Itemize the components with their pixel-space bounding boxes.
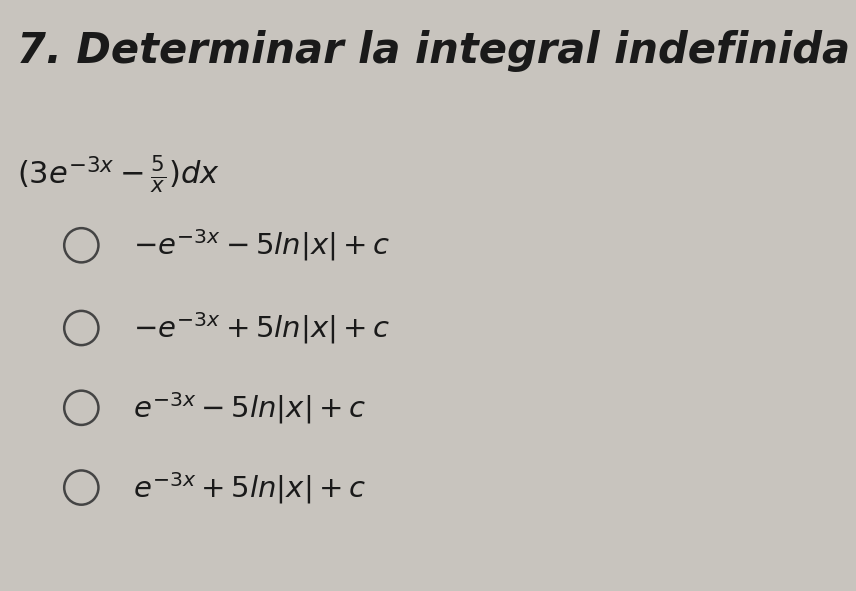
Text: $e^{-3x} - 5ln|x| + c$: $e^{-3x} - 5ln|x| + c$ bbox=[133, 390, 366, 426]
Text: $-e^{-3x} + 5ln|x| + c$: $-e^{-3x} + 5ln|x| + c$ bbox=[133, 310, 390, 346]
Text: 7. Determinar la integral indefinida de: 7. Determinar la integral indefinida de bbox=[17, 30, 856, 72]
Text: $(3e^{-3x} - \frac{5}{x})dx$: $(3e^{-3x} - \frac{5}{x})dx$ bbox=[17, 154, 220, 196]
Text: $e^{-3x} + 5ln|x| + c$: $e^{-3x} + 5ln|x| + c$ bbox=[133, 470, 366, 505]
Text: $-e^{-3x} - 5ln|x| + c$: $-e^{-3x} - 5ln|x| + c$ bbox=[133, 228, 390, 263]
